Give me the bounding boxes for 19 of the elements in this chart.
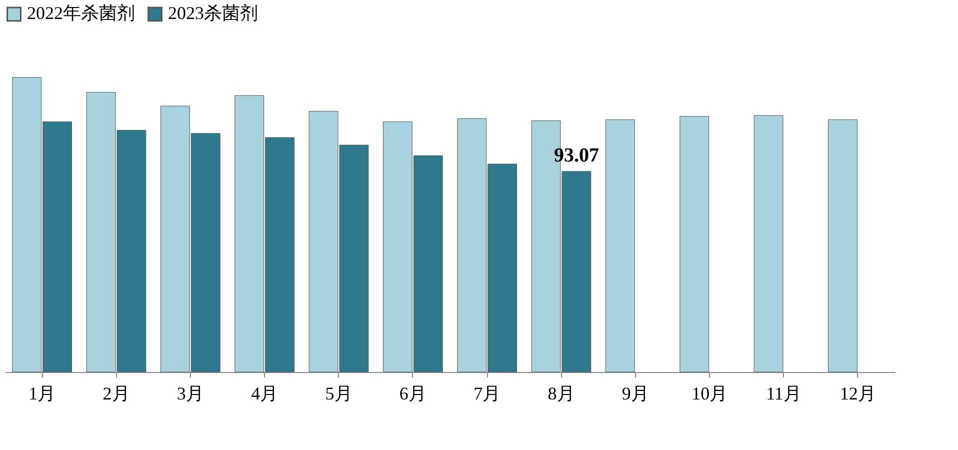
- x-tick-label: 8月: [548, 384, 575, 404]
- x-tick-label: 3月: [176, 384, 204, 404]
- bar: [754, 115, 784, 372]
- x-tick-label: 10月: [692, 384, 728, 404]
- bar: [828, 119, 858, 372]
- x-tick-label: 6月: [399, 384, 426, 404]
- legend-label: 2022年杀菌剂: [27, 3, 135, 24]
- bar: [606, 119, 635, 372]
- data-label: 93.07: [554, 144, 599, 166]
- x-tick-label: 1月: [28, 384, 56, 404]
- x-tick-label: 2月: [102, 384, 130, 404]
- x-tick-label: 12月: [840, 384, 876, 404]
- x-tick-label: 5月: [325, 384, 352, 404]
- x-tick-label: 9月: [622, 384, 649, 404]
- x-tick-label: 11月: [766, 384, 802, 404]
- x-tick-label: 7月: [474, 384, 501, 404]
- x-tick-label: 4月: [251, 384, 278, 404]
- bar: [680, 116, 710, 372]
- legend-label: 2023杀菌剂: [168, 3, 258, 24]
